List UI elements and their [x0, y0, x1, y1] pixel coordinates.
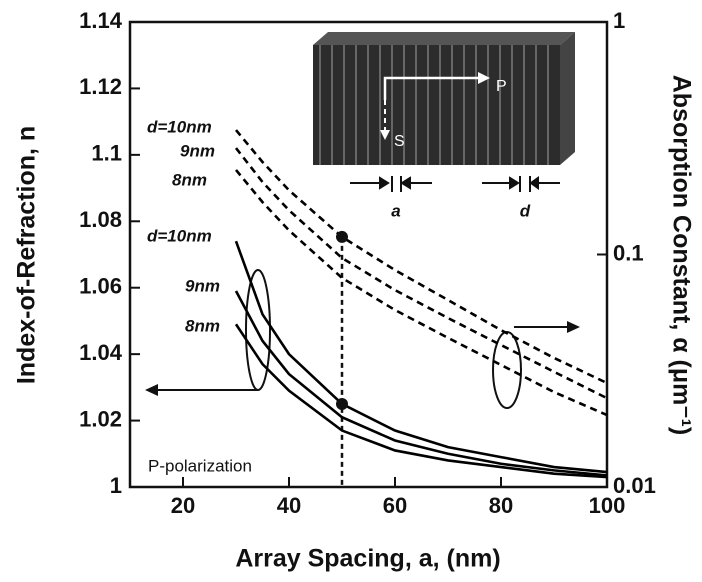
inset: P S a d [313, 32, 575, 220]
solid-line [234, 323, 608, 479]
series-label: 9nm [185, 276, 220, 295]
series-label: 8nm [185, 316, 220, 335]
x-tick-label: 40 [277, 493, 301, 518]
inset-label: d [520, 201, 531, 220]
y-tick-label: 1.04 [79, 340, 123, 365]
inset-label: S [394, 133, 405, 150]
series-label: d=10nm [147, 117, 212, 136]
x-tick-label: 100 [589, 493, 626, 518]
inset-label: P [496, 78, 507, 95]
dashed-line [234, 129, 608, 385]
y-tick-label: 1.14 [79, 8, 123, 33]
marker-dot [336, 397, 348, 410]
y2-axis-title: Absorption Constant, α (μm⁻¹) [667, 75, 695, 436]
y2-tick-label: 0.01 [613, 473, 656, 498]
series-label: 8nm [172, 170, 207, 189]
x-axis-title: Array Spacing, a, (nm) [235, 545, 500, 573]
y-tick-label: 1.12 [79, 74, 122, 99]
x-tick-label: 80 [489, 493, 513, 518]
solid-line [234, 240, 608, 474]
series-label: d=10nm [147, 226, 212, 245]
arrowhead [567, 321, 580, 333]
x-tick-label: 60 [383, 493, 407, 518]
dashed-line [234, 169, 608, 417]
x-tick-label: 20 [171, 493, 195, 518]
dashed-line [234, 147, 608, 400]
y-tick-label: 1.08 [79, 207, 122, 232]
y-axis-title: Index-of-Refraction, n [13, 126, 41, 384]
marker-dot [336, 230, 348, 243]
annotation: P-polarization [148, 456, 252, 475]
inset-label: a [391, 201, 400, 220]
y2-tick-label: 1 [613, 8, 625, 33]
y-tick-label: 1.02 [79, 406, 122, 431]
y-tick-label: 1 [110, 473, 122, 498]
y2-tick-label: 0.1 [613, 240, 644, 265]
solid-line [234, 290, 608, 477]
series-label: 9nm [180, 141, 215, 160]
y-tick-label: 1.06 [79, 274, 122, 299]
arrowhead [145, 384, 158, 396]
y-tick-label: 1.1 [91, 141, 122, 166]
